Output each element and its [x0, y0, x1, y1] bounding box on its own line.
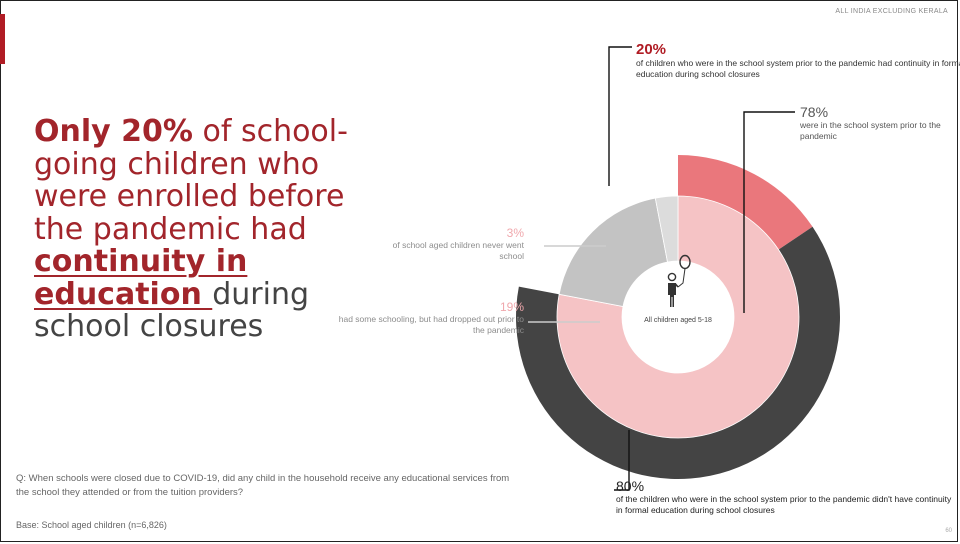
- leader-lines: [528, 46, 795, 491]
- child-with-balloon-icon: [667, 254, 691, 307]
- outer-ring: [516, 155, 840, 479]
- headline-highlight: Only 20%: [34, 114, 193, 149]
- center-label: All children aged 5-18: [644, 317, 712, 324]
- leader-line-78: [743, 111, 795, 313]
- annotation-80-text: of the children who were in the school s…: [616, 494, 952, 515]
- headline-tail: during school closures: [34, 276, 310, 344]
- headline-underlined: continuity in education: [34, 244, 248, 312]
- header-tag: ALL INDIA EXCLUDING KERALA: [835, 8, 948, 15]
- leader-line-20: [608, 46, 632, 186]
- leader-line-80: [614, 430, 630, 491]
- annotation-3-text: of school aged children never went schoo…: [392, 240, 524, 261]
- headline-text: of school-going children who were enroll…: [34, 114, 348, 247]
- annotation-3: 3% of school aged children never went sc…: [388, 226, 524, 261]
- outer-slice-80: [516, 226, 840, 479]
- annotation-20-text: of children who were in the school syste…: [636, 58, 960, 79]
- annotation-78-value: 78%: [800, 104, 829, 120]
- donut-center: [622, 261, 734, 373]
- annotation-20: 20% of children who were in the school s…: [636, 42, 960, 79]
- headline: Only 20% of school-going children who we…: [34, 114, 394, 344]
- accent-bar: [0, 14, 5, 64]
- outer-slice-20: [678, 155, 813, 251]
- annotation-80: 80% of the children who were in the scho…: [616, 478, 956, 515]
- page-number: 60: [945, 528, 952, 534]
- annotation-20-value: 20%: [636, 41, 667, 58]
- annotation-19: 19% had some schooling, but had dropped …: [334, 300, 524, 335]
- annotation-78: 78% were in the school system prior to t…: [800, 104, 950, 141]
- annotation-19-value: 19%: [499, 300, 524, 314]
- annotation-19-text: had some schooling, but had dropped out …: [338, 314, 524, 335]
- inner-ring: [556, 195, 800, 439]
- sample-base: Base: School aged children (n=6,826): [16, 520, 167, 530]
- annotation-3-value: 3%: [506, 226, 524, 240]
- annotation-80-value: 80%: [616, 478, 645, 494]
- survey-question: Q: When schools were closed due to COVID…: [16, 473, 510, 498]
- annotation-78-text: were in the school system prior to the p…: [800, 120, 941, 141]
